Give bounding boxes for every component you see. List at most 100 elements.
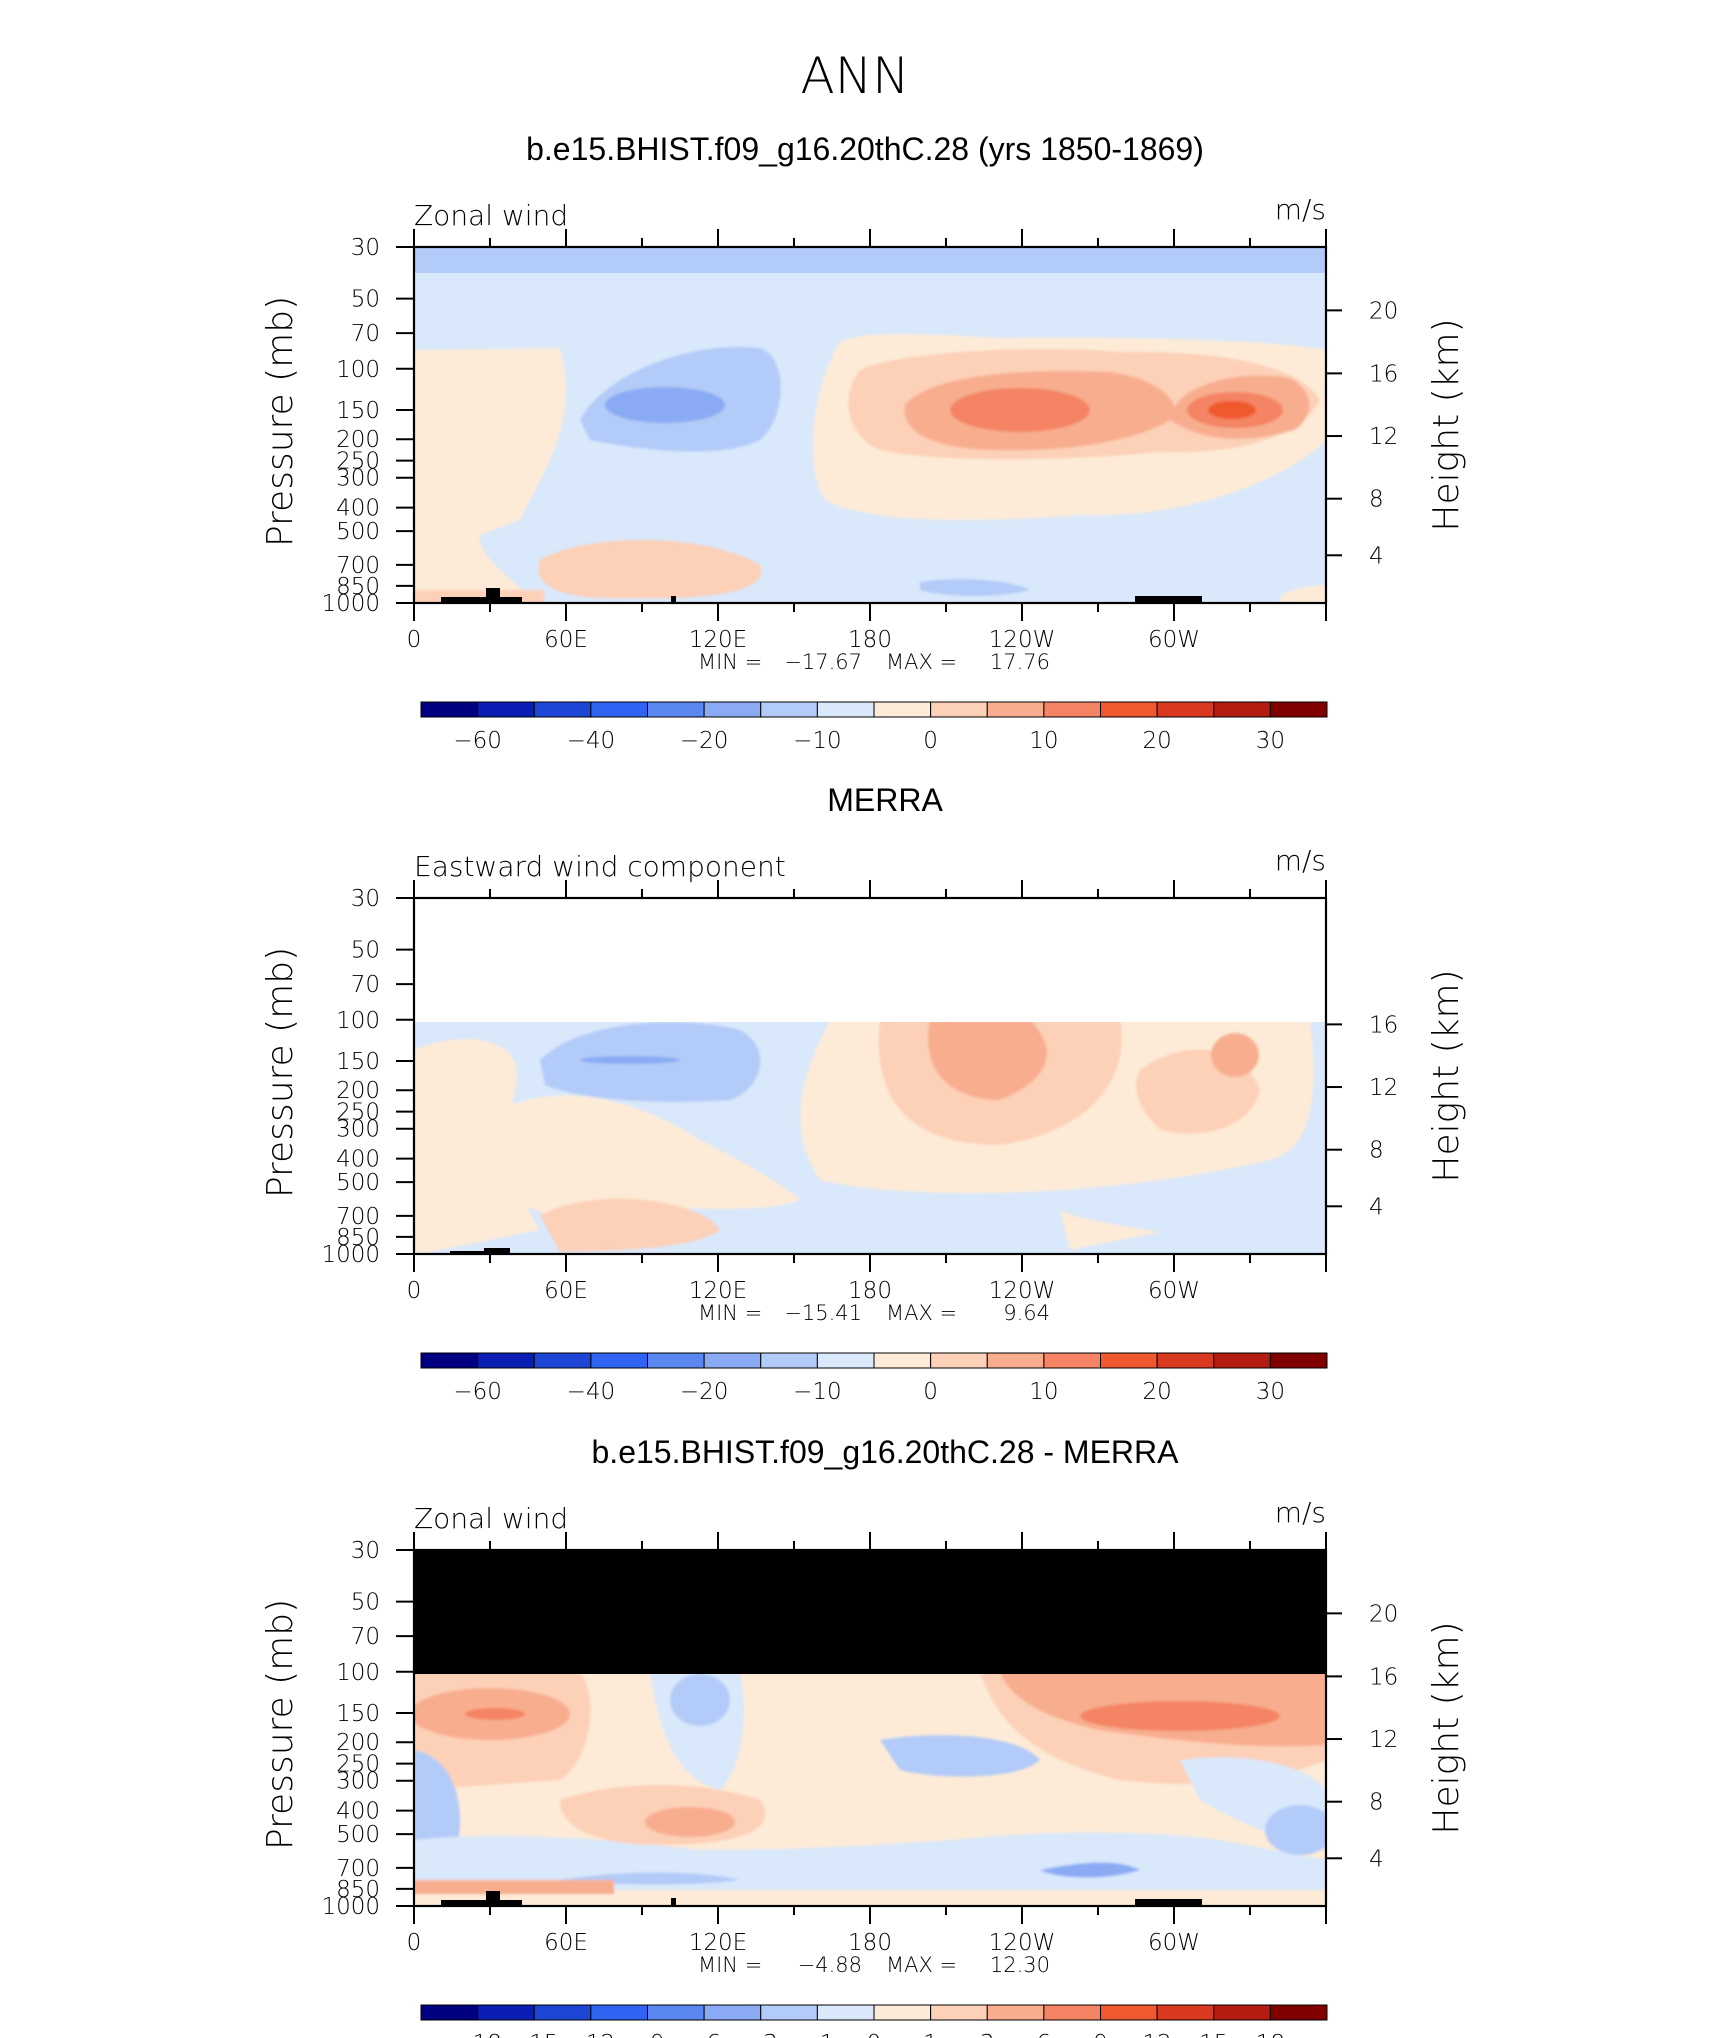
units-label: m/s <box>1275 1496 1326 1529</box>
y-tick-label: 150 <box>336 1049 380 1075</box>
variable-label: Eastward wind component <box>414 850 786 883</box>
colorbar-box <box>533 2004 592 2021</box>
panel-title: MERRA <box>827 782 943 818</box>
colorbar-box <box>930 2004 988 2021</box>
x-tick-label: 120E <box>689 1930 747 1956</box>
colorbar-label: 0 <box>923 1379 938 1405</box>
colorbar-label: 18 <box>1256 2031 1285 2038</box>
height-tick-label: 16 <box>1369 1012 1398 1038</box>
colorbar-label: 6 <box>1037 2031 1052 2038</box>
y-tick-label: 200 <box>336 427 380 453</box>
topography-mask <box>441 588 1202 603</box>
main-title: ANN <box>800 47 909 105</box>
y-tick-label: 500 <box>336 519 380 545</box>
height-tick-label: 20 <box>1369 1601 1398 1627</box>
colorbar-box <box>477 1352 535 1369</box>
contour-west-15 <box>465 1708 525 1720</box>
y-tick-label: 70 <box>351 321 380 347</box>
colorbar-box <box>1043 2004 1101 2021</box>
topography-mask <box>450 1248 510 1254</box>
height-tick-label: 8 <box>1369 1138 1384 1164</box>
contour-field <box>414 247 1326 603</box>
height-tick-label: 20 <box>1369 298 1398 324</box>
max-value: 12.30 <box>990 1953 1050 1977</box>
y-tick-label: 400 <box>336 1147 380 1173</box>
colorbar-box <box>533 701 592 718</box>
colorbar-label: −1 <box>800 2031 834 2038</box>
colorbar-box <box>420 701 479 718</box>
y-tick-label: 500 <box>336 1822 380 1848</box>
colorbar-label: 3 <box>980 2031 995 2038</box>
x-tick-label: 180 <box>848 627 892 653</box>
max-label: MAX = <box>886 1953 957 1977</box>
colorbar-label: 0 <box>923 728 938 754</box>
contour-max-jet <box>1208 401 1256 419</box>
stratosphere-band <box>414 247 1326 273</box>
contour-warm-west-upper <box>414 348 566 560</box>
colorbar-label: −9 <box>631 2031 665 2038</box>
colorbar-label: −12 <box>567 2031 616 2038</box>
mask-upper-region <box>414 1550 1326 1674</box>
height-tick-label: 4 <box>1369 1846 1384 1872</box>
contour-neg-low-b <box>1040 1862 1140 1878</box>
colorbar-label: −40 <box>567 1379 616 1405</box>
y-tick-label: 100 <box>336 357 380 383</box>
colorbar-box <box>760 701 818 718</box>
colorbar-box <box>1269 2004 1328 2021</box>
colorbar-label: −60 <box>453 728 502 754</box>
y-tick-label: 30 <box>351 1538 380 1564</box>
height-tick-label: 8 <box>1369 487 1384 513</box>
colorbar-label: −20 <box>680 1379 729 1405</box>
min-label: MIN = <box>698 1301 762 1325</box>
y-tick-label: 50 <box>351 287 380 313</box>
colorbar-label: −10 <box>793 728 842 754</box>
max-value: 9.64 <box>1003 1301 1050 1325</box>
topography-africa <box>441 588 522 603</box>
colorbar-label: 1 <box>923 2031 938 2038</box>
y-axis-right-title: Height (km) <box>1426 318 1467 531</box>
y-tick-label: 1000 <box>321 591 380 617</box>
topography-islands <box>671 596 676 603</box>
y-tick-label: 150 <box>336 1701 380 1727</box>
colorbar-box <box>986 1352 1045 1369</box>
y-tick-label: 70 <box>351 972 380 998</box>
colorbar-box <box>590 1352 648 1369</box>
y-tick-label: 200 <box>336 1730 380 1756</box>
contour-low-warm-core <box>645 1807 735 1837</box>
colorbar-label: −10 <box>793 1379 842 1405</box>
topography-africa <box>441 1891 522 1906</box>
colorbar-label: −40 <box>567 728 616 754</box>
height-tick-label: 12 <box>1369 1727 1398 1753</box>
colorbar-box <box>590 2004 648 2021</box>
x-tick-label: 60W <box>1148 1930 1200 1956</box>
contour-lower-warm <box>538 540 762 599</box>
colorbar-label: 30 <box>1256 1379 1285 1405</box>
colorbar-label: 20 <box>1142 728 1171 754</box>
colorbar-box <box>1269 701 1328 718</box>
y-tick-label: 850 <box>336 1225 380 1251</box>
y-tick-label: 250 <box>336 1100 380 1126</box>
min-label: MIN = <box>698 1953 762 1977</box>
y-tick-label: 300 <box>336 466 380 492</box>
contour-15-jet-a <box>950 388 1090 432</box>
colorbar-box <box>420 1352 479 1369</box>
contour-neg-mid <box>880 1735 1040 1777</box>
topography-africa <box>450 1248 510 1254</box>
colorbar-box <box>930 1352 988 1369</box>
colorbar-box <box>816 2004 875 2021</box>
colorbar-box <box>1100 2004 1158 2021</box>
height-tick-label: 4 <box>1369 543 1384 569</box>
colorbar-box <box>703 2004 762 2021</box>
contour-low-warm-east <box>1060 1210 1160 1250</box>
colorbar-box <box>1043 1352 1101 1369</box>
colorbar-box <box>1156 1352 1215 1369</box>
colorbar-label: −20 <box>680 728 729 754</box>
contour-10-east-b <box>1211 1033 1259 1077</box>
chart-panel-1: b.e15.BHIST.f09_g16.20thC.28 (yrs 1850-1… <box>260 131 1467 754</box>
colorbar-box <box>760 1352 818 1369</box>
colorbar-box <box>986 701 1045 718</box>
height-tick-label: 8 <box>1369 1790 1384 1816</box>
x-tick-label: 60W <box>1148 1278 1200 1304</box>
y-tick-label: 250 <box>336 449 380 475</box>
